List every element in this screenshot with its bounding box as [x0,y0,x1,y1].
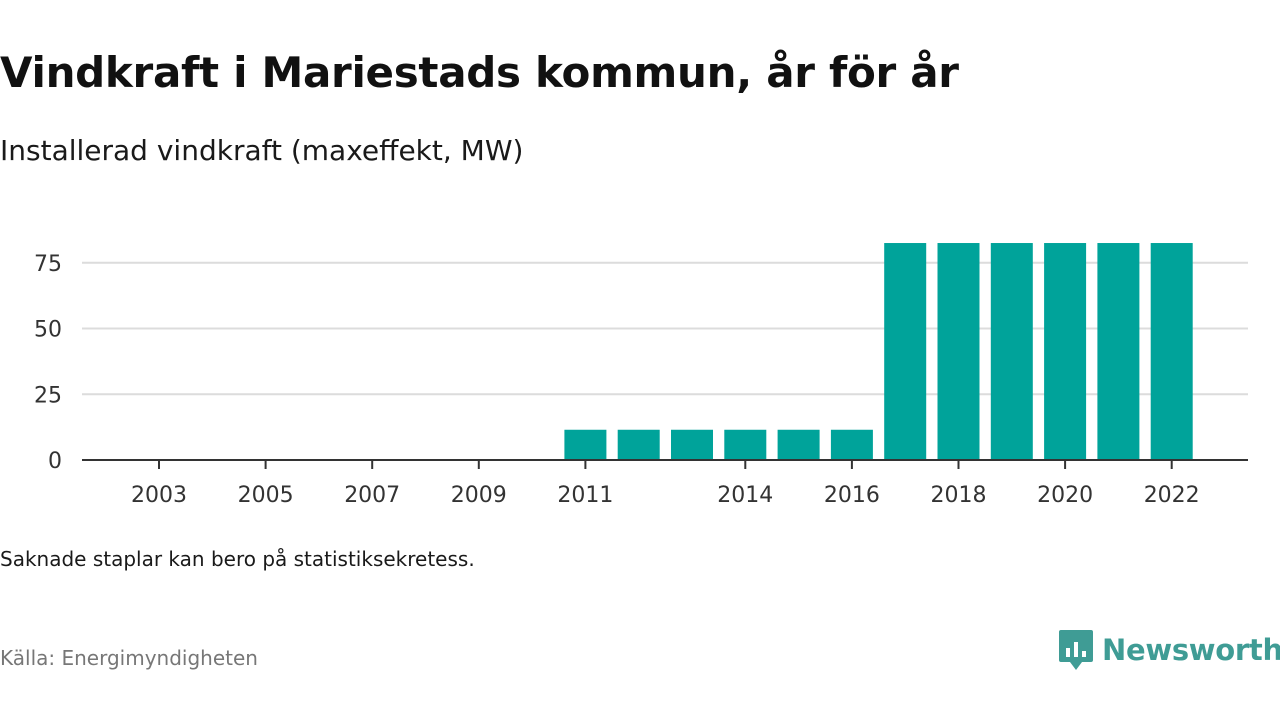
x-tick-label: 2009 [451,483,507,508]
bar-chart: 0 25 50 75 2003 2005 2007 2009 2011 2014 2016 2018… [34,243,1248,508]
x-axis-labels: 2003 2005 2007 2009 2011 2014 2016 2018 2020 2022 [131,483,1200,508]
brand-name: Newsworthy [1102,633,1280,667]
y-tick-label: 50 [34,318,62,343]
newsworthy-logo-icon [1059,630,1093,670]
bar-2018 [937,243,980,460]
x-tick-label: 2007 [344,483,400,508]
bar-2019 [990,243,1033,460]
chart-title: Vindkraft i Mariestads kommun, år för år [0,48,959,97]
x-tick-label: 2018 [931,483,987,508]
x-tick-label: 2005 [238,483,294,508]
bar-2012 [617,429,660,460]
chart-subtitle: Installerad vindkraft (maxeffekt, MW) [0,134,524,167]
x-axis-ticks [158,460,1173,469]
x-tick-label: 2003 [131,483,187,508]
bar-2013 [671,429,713,460]
bar-2022 [1150,243,1193,460]
x-tick-label: 2011 [557,483,613,508]
y-tick-label: 25 [34,383,62,408]
source-text: Källa: Energimyndigheten [0,646,258,670]
x-tick-label: 2014 [717,483,773,508]
bar-2015 [777,429,820,460]
bar-2017 [884,243,927,460]
bars [564,243,1193,460]
footnote: Saknade staplar kan bero på statistiksek… [0,547,475,571]
bar-2016 [830,429,873,460]
y-tick-label: 0 [48,449,62,474]
bar-2014 [724,429,767,460]
x-tick-label: 2022 [1144,483,1200,508]
x-tick-label: 2016 [824,483,880,508]
x-tick-label: 2020 [1037,483,1093,508]
bar-2021 [1097,243,1140,460]
brand: Newsworthy [1058,628,1280,672]
bar-2020 [1044,243,1087,460]
bar-2011 [564,429,607,460]
y-axis-labels: 0 25 50 75 [34,252,62,474]
y-tick-label: 75 [34,252,62,277]
